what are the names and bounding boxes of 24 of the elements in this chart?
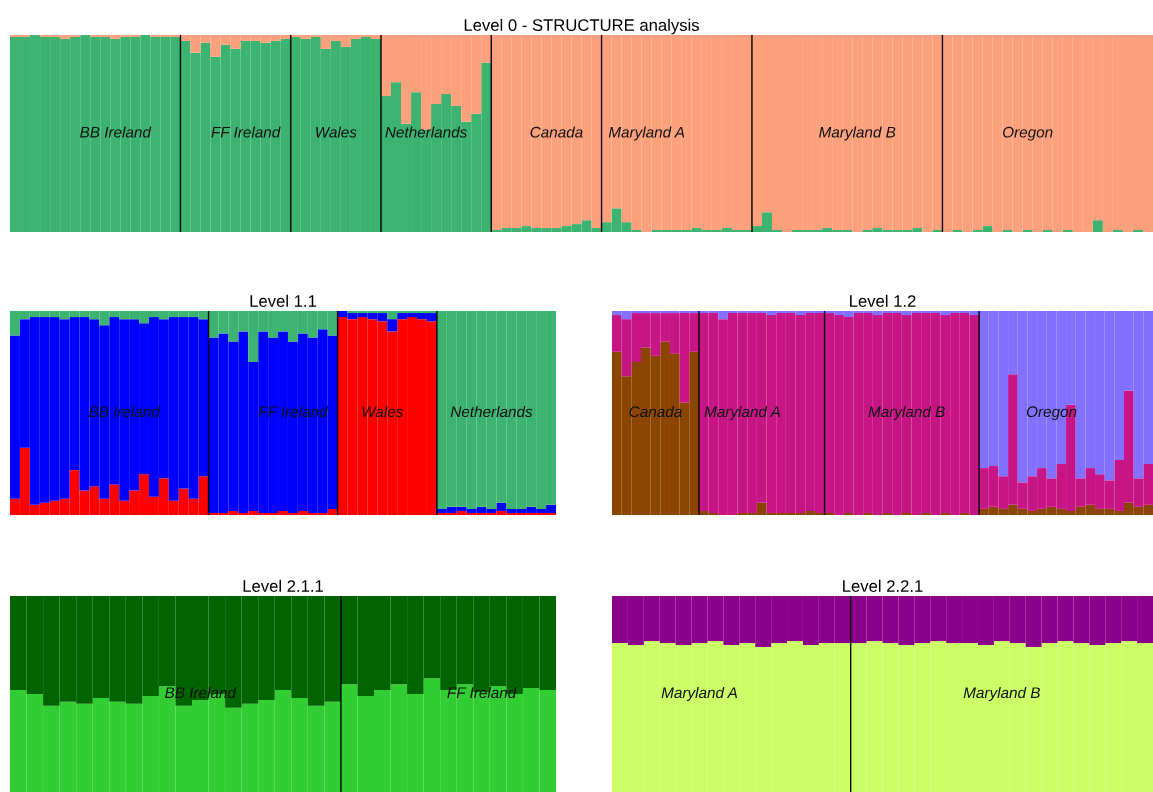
category-label: Maryland B [868,405,945,421]
category-label: Netherlands [450,405,533,418]
category-label: Maryland B [819,126,896,141]
category-label: BB Ireland [80,126,152,138]
category-label: Maryland A [608,126,685,141]
category-label: Wales [362,405,404,418]
category-label: Canada [629,405,682,418]
chart-title: Level 2.1.1 [243,579,323,592]
chart-title: Level 2.2.1 [843,579,923,592]
category-label: FF Ireland [211,126,281,138]
category-label: Wales [316,126,357,138]
category-label: Oregon [1026,406,1077,421]
category-label: Maryland B [963,686,1040,702]
category-label: BB Ireland [88,405,161,418]
chart-title: Level 0 - STRUCTURE analysis [464,18,699,35]
category-label: Oregon [1003,126,1053,141]
category-label: FF Ireland [447,686,517,699]
category-label: FF Ireland [258,405,329,418]
category-label: Maryland A [661,686,738,702]
chart-title: Level 1.1 [250,294,317,307]
category-label: Maryland A [704,405,780,421]
category-label: Canada [530,126,583,138]
category-label: Netherlands [385,126,467,138]
chart-title: Level 1.2 [850,294,916,307]
